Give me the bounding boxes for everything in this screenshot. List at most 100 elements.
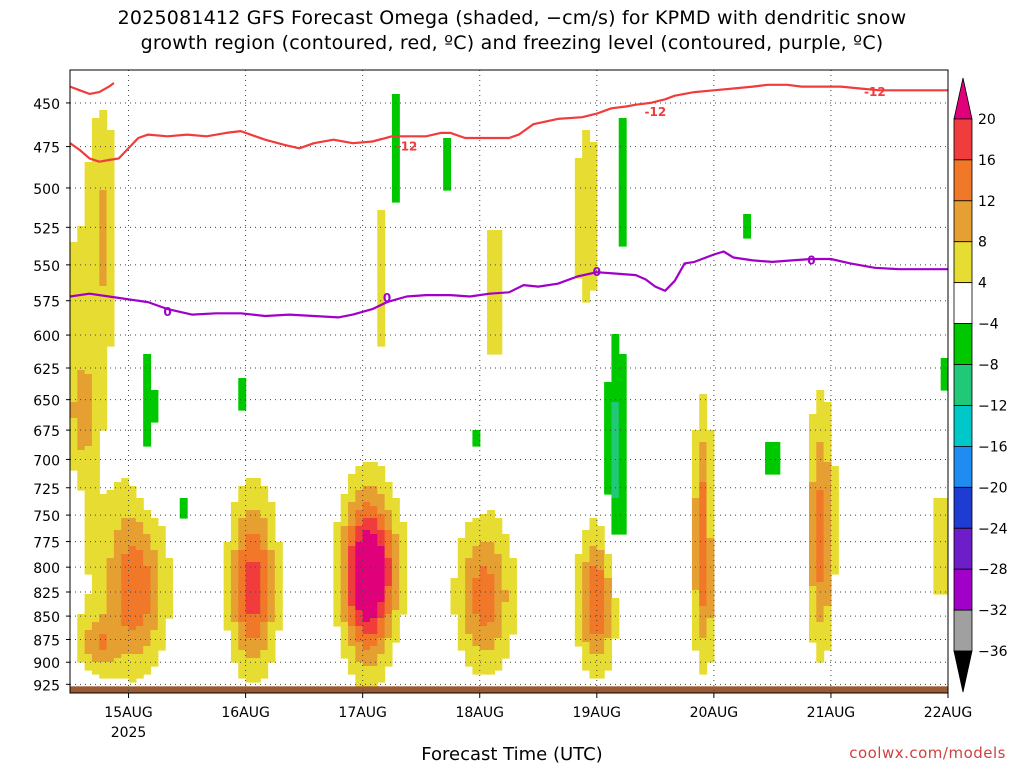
omega-cell xyxy=(509,582,517,587)
omega-cell xyxy=(369,606,378,611)
omega-cell xyxy=(340,626,349,631)
omega-cell xyxy=(443,166,452,171)
omega-cell xyxy=(238,514,247,519)
omega-cell xyxy=(348,666,356,671)
omega-cell xyxy=(377,466,386,471)
omega-cell xyxy=(691,514,700,519)
omega-cell xyxy=(589,246,598,251)
omega-cell xyxy=(113,530,122,535)
omega-cell xyxy=(355,522,364,527)
omega-cell xyxy=(99,242,108,247)
omega-cell xyxy=(348,526,356,531)
omega-cell xyxy=(84,286,93,291)
omega-cell xyxy=(582,298,591,303)
omega-cell xyxy=(77,318,86,323)
omega-cell xyxy=(691,486,700,491)
omega-cell xyxy=(391,562,400,567)
omega-cell xyxy=(487,510,495,515)
omega-cell xyxy=(223,594,232,599)
omega-cell xyxy=(465,646,474,651)
omega-cell xyxy=(355,646,364,651)
omega-cell xyxy=(165,562,174,567)
omega-cell xyxy=(582,602,591,607)
omega-cell xyxy=(377,534,386,539)
omega-cell xyxy=(699,574,708,579)
omega-cell xyxy=(765,470,773,475)
omega-cell xyxy=(143,358,152,363)
omega-cell xyxy=(143,594,152,599)
omega-cell xyxy=(99,646,108,651)
omega-cell xyxy=(509,598,517,603)
omega-cell xyxy=(479,642,488,647)
omega-cell xyxy=(940,546,948,551)
omega-cell xyxy=(91,278,100,283)
omega-cell xyxy=(362,526,371,531)
omega-cell xyxy=(245,602,254,607)
omega-cell xyxy=(479,518,488,523)
colorbar-label: −20 xyxy=(978,480,1008,496)
plot-frame xyxy=(69,69,949,694)
omega-cell xyxy=(135,642,144,647)
omega-cell xyxy=(77,362,86,367)
omega-cell xyxy=(479,578,488,583)
omega-cell xyxy=(238,382,247,387)
omega-cell xyxy=(348,642,356,647)
omega-cell xyxy=(91,178,100,183)
omega-cell xyxy=(604,562,613,567)
omega-cell xyxy=(91,546,100,551)
omega-cell xyxy=(348,482,356,487)
omega-cell xyxy=(816,442,825,447)
omega-cell xyxy=(121,554,130,559)
omega-cell xyxy=(933,546,942,551)
omega-cell xyxy=(113,558,122,563)
omega-cell xyxy=(84,330,93,335)
omega-cell xyxy=(574,602,583,607)
omega-cell xyxy=(582,610,591,615)
omega-cell xyxy=(699,606,708,611)
omega-cell xyxy=(333,570,342,575)
omega-cell xyxy=(106,342,115,347)
omega-cell xyxy=(596,574,605,579)
omega-cell xyxy=(91,402,100,407)
omega-cell xyxy=(472,566,481,571)
omega-cell xyxy=(121,658,130,663)
omega-cell xyxy=(589,238,598,243)
omega-cell xyxy=(106,190,115,195)
omega-cell xyxy=(816,570,825,575)
omega-cell xyxy=(91,122,100,127)
omega-cell xyxy=(823,450,832,455)
omega-cell xyxy=(238,502,247,507)
omega-cell xyxy=(816,514,825,519)
omega-cell xyxy=(377,326,386,331)
omega-cell xyxy=(384,634,393,639)
omega-cell xyxy=(348,670,356,675)
omega-cell xyxy=(691,482,700,487)
omega-cell xyxy=(106,214,115,219)
omega-cell xyxy=(84,462,93,467)
omega-cell xyxy=(604,654,613,659)
omega-cell xyxy=(487,650,495,655)
omega-cell xyxy=(245,638,254,643)
omega-cell xyxy=(487,590,495,595)
omega-cell xyxy=(121,562,130,567)
omega-cell xyxy=(823,610,832,615)
omega-cell xyxy=(574,266,583,271)
omega-cell xyxy=(618,482,627,487)
omega-cell xyxy=(106,514,115,519)
omega-cell xyxy=(260,618,269,623)
omega-cell xyxy=(808,550,817,555)
omega-cell xyxy=(465,606,474,611)
omega-cell xyxy=(823,550,832,555)
omega-cell xyxy=(165,570,174,575)
omega-cell xyxy=(230,558,239,563)
omega-cell xyxy=(77,406,86,411)
omega-cell xyxy=(99,166,108,171)
omega-cell xyxy=(450,586,459,591)
omega-cell xyxy=(772,446,781,451)
omega-cell xyxy=(706,646,715,651)
omega-cell xyxy=(157,582,166,587)
omega-cell xyxy=(333,534,342,539)
omega-cell xyxy=(99,590,108,595)
omega-cell xyxy=(823,410,832,415)
omega-cell xyxy=(691,602,700,607)
